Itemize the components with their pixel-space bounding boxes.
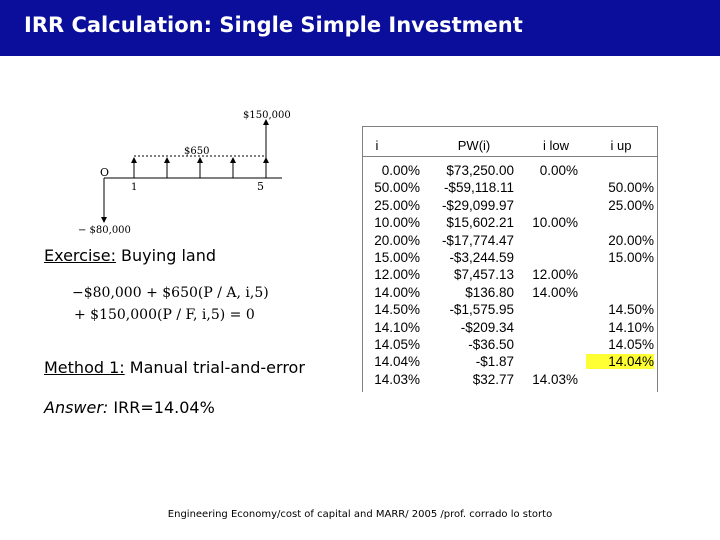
cell-present-worth: $136.80 [465,284,514,300]
cell-rate: 20.00% [374,232,420,248]
cell-i-up: 14.50% [608,302,654,318]
table-left-border [362,126,363,392]
period-end-label: 5 [257,180,264,193]
footer-credit: Engineering Economy/cost of capital and … [167,509,553,520]
annuity-amount-label: $650 [184,146,209,157]
cell-i-up: 15.00% [608,249,654,265]
header-i-low: i low [542,138,569,153]
cell-rate: 14.04% [374,354,420,370]
cell-present-worth: -$36.50 [468,336,514,352]
header-pw: PW(i) [457,138,491,153]
cash-flow-diagram: $150,000 $650 O 1 5 − $80,000 [78,110,291,236]
answer-line: Answer: IRR=14.04% [44,398,215,417]
table-row: 14.05% -$36.50 14.05% [362,337,658,354]
irr-equation: −$80,000 + $650(P / A, i,5) + $150,000(P… [72,282,269,326]
table-row: 20.00% -$17,774.47 20.00% [362,233,658,250]
cell-rate: 15.00% [374,249,420,265]
cell-i-low: 0.00% [539,163,578,178]
table-row: 12.00% $7,457.13 12.00% [362,267,658,284]
cell-present-worth: -$59,118.11 [443,180,514,196]
cell-rate: 14.05% [374,336,420,352]
title-bar: IRR Calculation: Single Simple Investmen… [0,0,720,56]
cell-present-worth: -$1.87 [475,354,514,370]
table-top-border [362,126,658,127]
equation-line-2: + $150,000(P / F, i,5) = 0 [74,307,255,323]
cell-i-up: 20.00% [608,232,654,248]
cell-i-low: 10.00% [532,215,578,231]
table-row: 15.00% -$3,244.59 15.00% [362,250,658,267]
cell-rate: 14.03% [374,371,420,387]
cell-i-up: 14.10% [608,319,654,335]
period-start-label: 1 [131,182,137,193]
table-row: 14.03% $32.77 14.03% [362,372,658,389]
table-row: 14.00% $136.80 14.00% [362,285,658,302]
cell-rate: 0.00% [381,163,420,178]
table-row: 50.00% -$59,118.11 50.00% [362,180,658,197]
cell-i-up: 14.04% [586,354,654,370]
table-header-row: i PW(i) i low i up [362,138,658,156]
answer-text: IRR=14.04% [108,398,215,417]
table-header-divider [362,156,658,157]
table-row: 14.10% -$209.34 14.10% [362,320,658,337]
initial-amount-label: − $80,000 [78,225,131,236]
table-row: 14.04% -$1.87 14.04% [362,354,658,371]
table-row: 14.50% -$1,575.95 14.50% [362,302,658,319]
cell-i-low: 12.00% [532,267,578,283]
cell-rate: 25.00% [374,197,420,213]
cell-present-worth: -$3,244.59 [449,249,514,265]
cell-rate: 14.10% [374,319,420,335]
exercise-text: Buying land [115,246,217,265]
header-i: i [375,138,379,153]
cell-i-up: 14.05% [608,336,654,352]
method-label: Method 1: [44,358,125,377]
cell-present-worth: -$29,099.97 [441,197,514,213]
cell-present-worth: $32.77 [472,371,514,387]
cell-i-up: 25.00% [608,197,654,213]
cell-present-worth: -$209.34 [460,319,514,335]
cell-i-low: 14.03% [532,371,578,387]
table-row: 0.00% $73,250.00 0.00% [362,163,658,180]
exercise-line: Exercise: Buying land [44,246,216,265]
table-row: 25.00% -$29,099.97 25.00% [362,198,658,215]
cell-present-worth: $7,457.13 [453,267,514,283]
cell-rate: 14.00% [374,284,420,300]
cell-rate: 14.50% [374,302,420,318]
exercise-label: Exercise: [44,246,116,265]
answer-label: Answer: [44,398,109,417]
cell-rate: 12.00% [374,267,420,283]
cell-i-low: 14.00% [532,284,578,300]
cell-present-worth: -$17,774.47 [441,232,514,248]
cell-i-up: 50.00% [608,180,654,196]
cell-present-worth: -$1,575.95 [449,302,514,318]
cell-rate: 50.00% [374,180,420,196]
cell-rate: 10.00% [374,215,420,231]
cell-present-worth: $73,250.00 [446,163,514,178]
final-amount-label: $150,000 [243,110,291,121]
table-right-border [657,126,658,392]
cell-present-worth: $15,602.21 [446,215,514,231]
slide-title: IRR Calculation: Single Simple Investmen… [24,13,523,37]
header-i-up: i up [610,138,632,153]
origin-label: O [100,166,109,179]
equation-line-1: −$80,000 + $650(P / A, i,5) [72,285,269,301]
method-line: Method 1: Manual trial-and-error [44,358,305,377]
method-text: Manual trial-and-error [124,358,305,377]
table-body: 0.00% $73,250.00 0.00% 50.00% -$59,118.11 50.… [362,163,658,389]
table-row: 10.00% $15,602.21 10.00% [362,215,658,232]
